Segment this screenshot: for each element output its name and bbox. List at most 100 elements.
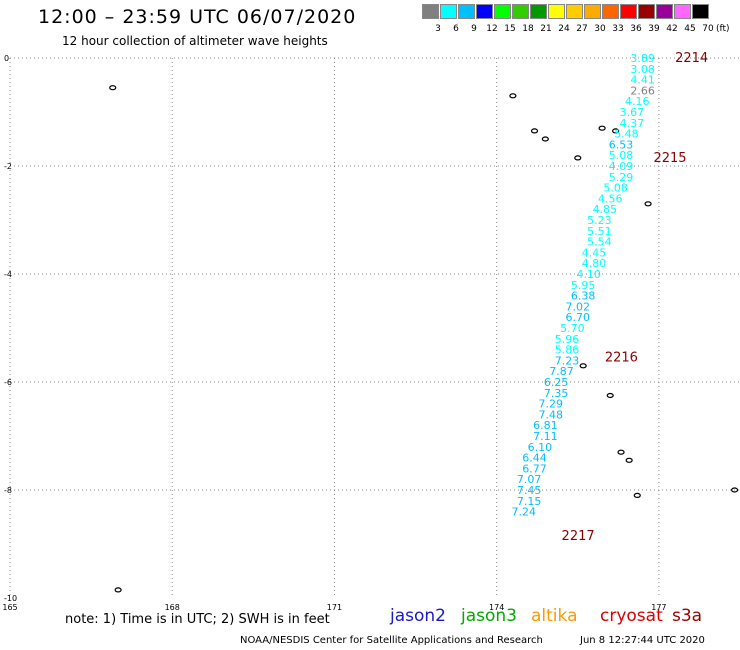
lat-tick-label: -6 — [4, 378, 12, 387]
wave-height-label: 7.02 — [566, 300, 591, 313]
satellite-altika: altika — [531, 606, 578, 626]
satellite-s3a: s3a — [672, 606, 703, 626]
legend-swatch — [440, 4, 457, 19]
island-outline — [109, 85, 117, 91]
island-outline — [530, 128, 539, 134]
wave-height-label: 5.23 — [587, 214, 612, 227]
legend-label: 3 — [435, 24, 441, 34]
pass-number-label: 2216 — [605, 351, 638, 366]
legend-swatch — [494, 4, 511, 19]
wave-height-label: 6.44 — [522, 452, 547, 465]
satellite-jason3: jason3 — [461, 606, 517, 626]
wave-height-label: 4.80 — [582, 257, 607, 270]
lat-tick-label: -10 — [4, 594, 17, 603]
lon-tick-label: 171 — [327, 603, 342, 612]
page-title: 12:00 – 23:59 UTC 06/07/2020 — [38, 6, 357, 28]
island-outline — [644, 201, 652, 207]
wave-height-label: 4.09 — [609, 160, 634, 173]
island-outline — [606, 392, 614, 399]
wave-height-label: 7.29 — [538, 398, 563, 411]
island-outline — [625, 457, 633, 463]
wave-height-label: 5.54 — [587, 236, 612, 249]
lat-tick-label: 0 — [4, 54, 9, 63]
wave-height-label: 6.53 — [609, 138, 634, 151]
legend-swatch — [638, 4, 655, 19]
wave-height-label: 5.96 — [555, 333, 580, 346]
wave-height-label: 4.37 — [620, 117, 645, 130]
wave-height-label: 3.89 — [630, 52, 655, 65]
legend-swatch — [620, 4, 637, 19]
legend-label: 70 — [702, 24, 714, 34]
lat-tick-label: -8 — [4, 486, 12, 495]
wave-height-label: 4.41 — [630, 74, 655, 87]
legend-label: 30 — [594, 24, 606, 34]
legend-label: 36 — [630, 24, 642, 34]
legend-label: 15 — [504, 24, 516, 34]
wave-height-label: 6.10 — [528, 441, 553, 454]
wave-height-label: 7.45 — [517, 484, 542, 497]
legend-swatch — [512, 4, 529, 19]
legend-label: 24 — [558, 24, 570, 34]
wave-height-label: 6.38 — [571, 290, 596, 303]
wave-height-label: 5.51 — [587, 225, 612, 238]
island-outline — [509, 93, 517, 99]
wave-height-label: 3.67 — [620, 106, 645, 119]
legend-label: 33 — [612, 24, 624, 34]
lon-tick-label: 177 — [651, 603, 666, 612]
lat-tick-label: -4 — [4, 270, 12, 279]
legend-swatch — [458, 4, 475, 19]
legend-label: 45 — [684, 24, 696, 34]
legend-swatch — [602, 4, 619, 19]
wave-height-label: 4.16 — [625, 95, 650, 108]
island-outline — [730, 487, 739, 493]
wave-height-label: 7.24 — [511, 506, 536, 519]
footnote: note: 1) Time is in UTC; 2) SWH is in fe… — [65, 612, 330, 627]
island-outline — [574, 155, 582, 161]
wave-height-label: 7.07 — [517, 473, 542, 486]
lon-tick-label: 165 — [2, 603, 17, 612]
legend-swatch — [422, 4, 439, 19]
wave-height-label: 6.25 — [544, 376, 569, 389]
generated-timestamp: Jun 8 12:27:44 UTC 2020 — [580, 635, 705, 646]
legend-label: 27 — [576, 24, 588, 34]
wave-height-label: 7.15 — [517, 495, 542, 508]
legend-label: 12 — [486, 24, 498, 34]
wave-height-label: 5.08 — [609, 149, 634, 162]
wave-height-label: 7.87 — [549, 365, 574, 378]
legend-label: 42 — [666, 24, 678, 34]
island-outline — [598, 125, 606, 131]
legend-swatch — [566, 4, 583, 19]
wave-height-label: 6.77 — [522, 462, 547, 475]
legend-label: 21 — [540, 24, 552, 34]
island-outline — [114, 587, 122, 593]
wave-height-label: 3.08 — [630, 63, 655, 76]
island-outline — [612, 128, 620, 134]
legend-label: 39 — [648, 24, 660, 34]
pass-number-label: 2217 — [562, 529, 595, 544]
wave-height-label: 4.85 — [593, 203, 618, 216]
wave-height-label: 7.23 — [555, 354, 580, 367]
lat-tick-label: -2 — [4, 162, 12, 171]
wave-height-label: 4.10 — [576, 268, 601, 281]
legend-unit: (ft) — [716, 24, 730, 34]
credit-line: NOAA/NESDIS Center for Satellite Applica… — [240, 635, 543, 646]
island-outline — [541, 136, 549, 142]
wave-height-label: 6.70 — [566, 311, 591, 324]
legend-swatch — [548, 4, 565, 19]
legend-label: 18 — [522, 24, 534, 34]
wave-height-label: 5.48 — [614, 128, 639, 141]
wave-height-label: 6.81 — [533, 419, 558, 432]
island-outline — [617, 449, 625, 455]
satellite-jason2: jason2 — [390, 606, 446, 626]
legend-label: 6 — [453, 24, 459, 34]
wave-height-label: 5.86 — [555, 344, 580, 357]
wave-height-label: 5.08 — [603, 182, 628, 195]
lon-tick-label: 174 — [489, 603, 504, 612]
wave-height-label: 5.95 — [571, 279, 596, 292]
legend-swatch — [674, 4, 691, 19]
legend-swatch — [476, 4, 493, 19]
page-subtitle: 12 hour collection of altimeter wave hei… — [62, 34, 328, 48]
wave-height-label: 5.29 — [609, 171, 634, 184]
wave-height-label: 5.70 — [560, 322, 585, 335]
